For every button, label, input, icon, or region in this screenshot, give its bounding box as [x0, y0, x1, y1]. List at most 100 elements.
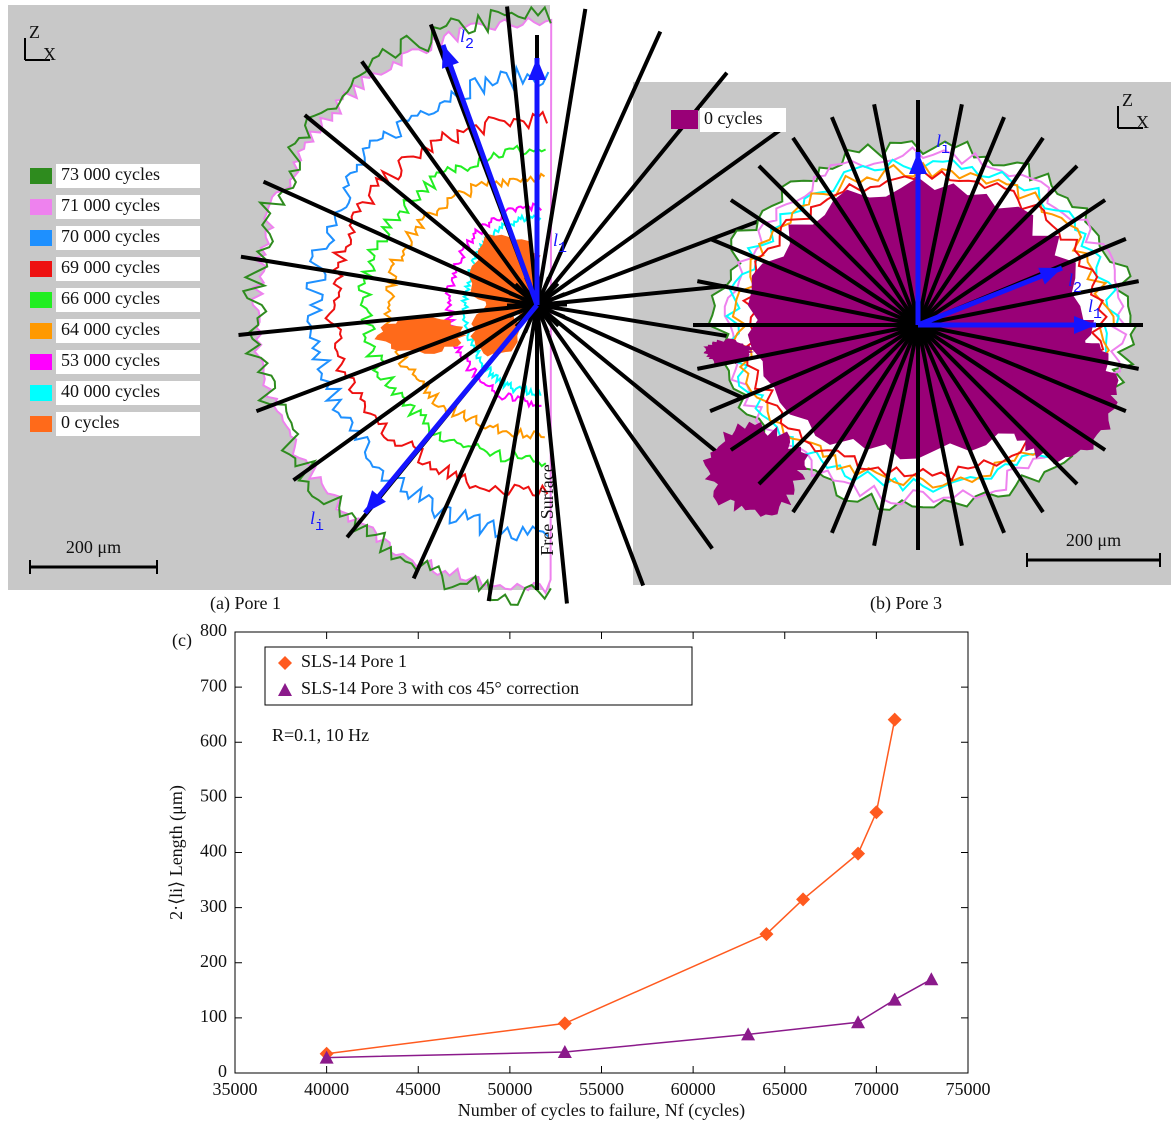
- legend-swatch: [30, 261, 52, 277]
- initial-pore: [374, 317, 467, 354]
- y-tick-label: 300: [200, 896, 227, 916]
- legend-label: 40 000 cycles: [61, 381, 160, 401]
- data-point: [887, 712, 902, 727]
- arrow-label: l2: [1068, 270, 1082, 297]
- legend-label: SLS-14 Pore 1: [301, 651, 407, 671]
- x-tick-label: 50000: [487, 1079, 532, 1099]
- legend-label: 64 000 cycles: [61, 319, 160, 339]
- crack-contour: [324, 110, 549, 498]
- x-tick-label: 45000: [396, 1079, 441, 1099]
- data-point: [741, 1027, 756, 1041]
- data-point: [887, 992, 902, 1006]
- axis-z-label: Z: [29, 22, 40, 42]
- legend-label-bg: [56, 319, 200, 343]
- label-subscript: i: [941, 141, 950, 158]
- legend-swatch: [30, 230, 52, 246]
- legend-label-bg: [56, 195, 200, 219]
- y-tick-label: 700: [200, 675, 227, 695]
- arrow-shaft: [917, 265, 1063, 328]
- y-tick-label: 0: [218, 1061, 227, 1081]
- data-point: [851, 846, 866, 861]
- y-axis-label: 2·⟨li⟩ Length (μm): [166, 785, 187, 920]
- legend-label: 66 000 cycles: [61, 288, 160, 308]
- legend-label-bg: [56, 381, 200, 405]
- scale-bar-label: 200 μm: [66, 537, 121, 557]
- y-tick-label: 600: [200, 730, 227, 750]
- data-point: [319, 1050, 334, 1064]
- data-point: [759, 927, 774, 942]
- x-tick-label: 35000: [213, 1079, 258, 1099]
- label-symbol: l: [936, 131, 941, 151]
- label-subscript: 2: [1073, 280, 1082, 297]
- initial-pore: [703, 338, 755, 365]
- legend-swatch: [671, 110, 698, 129]
- arrow-shaft: [440, 44, 540, 306]
- pore-region: [250, 16, 553, 595]
- label-symbol: l: [460, 26, 465, 46]
- legend-swatch: [30, 168, 52, 184]
- legend-label-bg: [56, 164, 200, 188]
- data-point: [557, 1045, 572, 1059]
- legend-swatch: [30, 385, 52, 401]
- arrow-label: li: [936, 131, 950, 158]
- arrow-head: [365, 490, 386, 513]
- label-symbol: l: [1088, 296, 1093, 316]
- legend-swatch: [30, 199, 52, 215]
- legend-swatch: [30, 323, 52, 339]
- x-tick-label: 55000: [579, 1079, 624, 1099]
- scale-bar-label: 200 μm: [1066, 530, 1121, 550]
- arrow-head: [442, 45, 459, 69]
- legend-label-bg: [700, 108, 786, 132]
- legend-label: 71 000 cycles: [61, 195, 160, 215]
- axis-x-label: X: [43, 44, 56, 64]
- arrow-shaft: [363, 303, 539, 515]
- label-symbol: l: [1068, 270, 1073, 290]
- crack-contour: [382, 172, 546, 440]
- label-symbol: l: [553, 230, 558, 250]
- crack-contour: [357, 144, 547, 468]
- crack-contour: [724, 158, 1120, 493]
- x-tick-label: 70000: [854, 1079, 899, 1099]
- series-line: [326, 978, 932, 1059]
- legend-box: [264, 646, 693, 706]
- data-point: [796, 892, 811, 907]
- legend-label-bg: [56, 412, 200, 436]
- legend-label-bg: [56, 226, 200, 250]
- arrow-head: [909, 152, 927, 174]
- label-symbol: l: [310, 508, 315, 528]
- x-tick-label: 75000: [946, 1079, 991, 1099]
- arrow-label: l1: [1088, 296, 1102, 323]
- legend-label-bg: [56, 257, 200, 281]
- label-subscript: i: [315, 518, 324, 535]
- crack-contour: [241, 5, 552, 606]
- legend-label: 70 000 cycles: [61, 226, 160, 246]
- label-subscript: 2: [465, 36, 474, 53]
- arrow-head: [1074, 316, 1096, 334]
- x-tick-label: 60000: [671, 1079, 716, 1099]
- label-subscript: 1: [1093, 306, 1102, 323]
- arrow-label: l1: [553, 230, 567, 257]
- panel-caption: (b) Pore 3: [870, 593, 942, 614]
- arrow-label: l2: [460, 26, 474, 53]
- arrow-head: [528, 58, 546, 80]
- y-tick-label: 400: [200, 841, 227, 861]
- legend-swatch: [30, 292, 52, 308]
- panel-label: (c): [172, 630, 192, 651]
- data-point: [278, 683, 292, 696]
- free-surface-label: Free Surface: [537, 464, 557, 555]
- axis-x-label: X: [1136, 112, 1149, 132]
- x-tick-label: 40000: [304, 1079, 349, 1099]
- legend-label-bg: [56, 350, 200, 374]
- data-point: [278, 656, 292, 670]
- y-tick-label: 500: [200, 786, 227, 806]
- legend-label: 0 cycles: [704, 108, 762, 128]
- legend-swatch: [30, 354, 52, 370]
- x-axis-label: Number of cycles to failure, Nf (cycles): [458, 1100, 745, 1121]
- legend-label: 53 000 cycles: [61, 350, 160, 370]
- crack-contour: [443, 202, 543, 409]
- initial-pore: [702, 421, 809, 517]
- data-point: [869, 805, 884, 820]
- arrow-head: [1038, 267, 1062, 285]
